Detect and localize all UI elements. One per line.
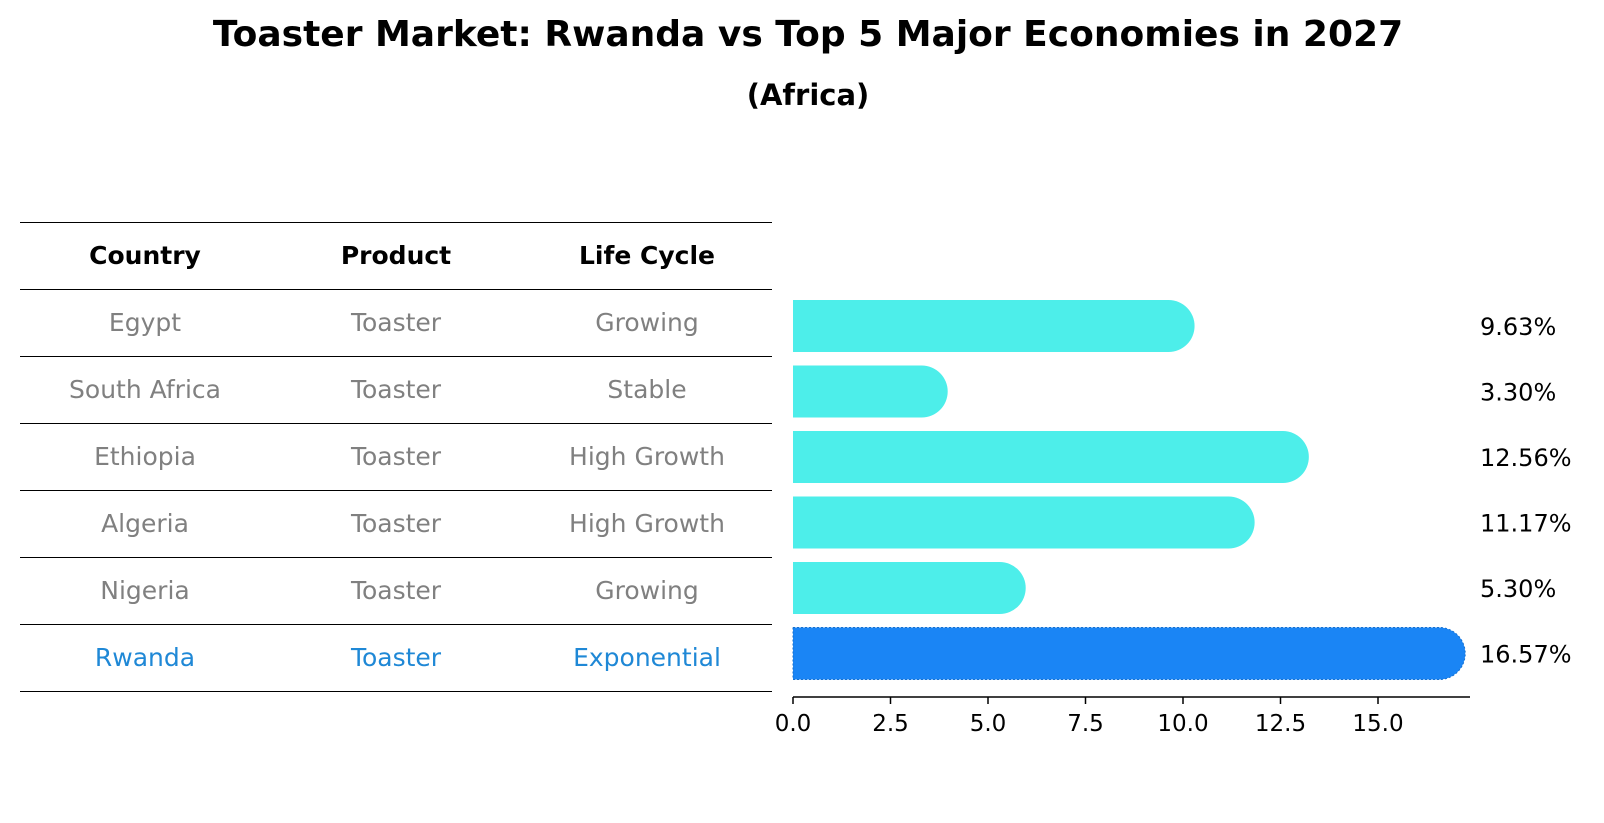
x-tick-label: 12.5 (1255, 711, 1306, 737)
cell-country: Rwanda (94, 643, 196, 672)
bar-ethiopia (793, 431, 1309, 483)
header-product: Product (340, 241, 452, 270)
cell-life-cycle: Stable (607, 375, 687, 404)
cell-product: Toaster (350, 576, 442, 605)
table-row: Nigeria Toaster Growing (20, 557, 772, 624)
cell-product: Toaster (350, 509, 442, 538)
cell-product: Toaster (350, 442, 442, 471)
value-label: 12.56% (1480, 444, 1572, 472)
x-tick-label: 0.0 (775, 711, 812, 737)
cell-country: Nigeria (100, 576, 190, 605)
cell-product: Toaster (350, 375, 442, 404)
header-life-cycle: Life Cycle (578, 241, 716, 270)
value-label: 9.63% (1480, 313, 1556, 341)
cell-product: Toaster (350, 308, 442, 337)
x-tick-label: 2.5 (872, 711, 909, 737)
x-tick-label: 5.0 (970, 711, 1007, 737)
chart-title: Toaster Market: Rwanda vs Top 5 Major Ec… (212, 14, 1404, 55)
bar-algeria (793, 496, 1255, 549)
cell-life-cycle: Growing (595, 308, 699, 337)
x-tick-label: 7.5 (1067, 711, 1104, 737)
bar-nigeria (793, 562, 1026, 614)
table-row: Ethiopia Toaster High Growth (20, 423, 772, 490)
value-label: 5.30% (1480, 575, 1556, 603)
x-tick-label: 10.0 (1157, 711, 1208, 737)
cell-life-cycle: High Growth (569, 442, 725, 471)
cell-country: South Africa (69, 375, 221, 404)
bar-rwanda (792, 627, 1466, 680)
cell-life-cycle: Exponential (573, 643, 721, 672)
bar-egypt (793, 300, 1195, 352)
value-label: 3.30% (1480, 379, 1556, 407)
cell-country: Algeria (101, 509, 189, 538)
cell-country: Ethiopia (94, 442, 196, 471)
table-row: Egypt Toaster Growing (20, 289, 772, 356)
table-row-highlight: Rwanda Toaster Exponential (20, 624, 772, 692)
cell-life-cycle: High Growth (569, 509, 725, 538)
chart-subtitle: (Africa) (746, 78, 870, 112)
value-label: 11.17% (1480, 510, 1572, 538)
data-table: Country Product Life Cycle Egypt Toaster… (20, 222, 772, 692)
cell-product: Toaster (350, 643, 442, 672)
table-row: South Africa Toaster Stable (20, 356, 772, 423)
table-row: Algeria Toaster High Growth (20, 490, 772, 557)
value-label: 16.57% (1480, 641, 1572, 669)
table-header-row: Country Product Life Cycle (20, 222, 772, 289)
bar-south-africa (793, 365, 948, 418)
cell-life-cycle: Growing (595, 576, 699, 605)
header-country: Country (89, 241, 201, 270)
x-tick-label: 15.0 (1352, 711, 1403, 737)
cell-country: Egypt (108, 308, 182, 337)
